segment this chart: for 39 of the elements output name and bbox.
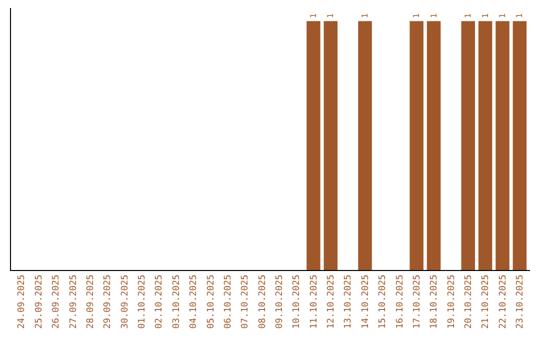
x-tick-label: 29.09.2025 xyxy=(103,274,114,329)
x-tick-label: 15.10.2025 xyxy=(378,274,388,329)
x-tick-label: 13.10.2025 xyxy=(344,274,354,329)
x-tick-label: 28.09.2025 xyxy=(86,274,96,329)
data-label: 1 xyxy=(464,13,473,18)
x-tick-label: 20.10.2025 xyxy=(464,274,474,329)
data-label: 1 xyxy=(360,13,370,18)
x-tick-label: 12.10.2025 xyxy=(326,274,337,329)
x-tick-label: 16.10.2025 xyxy=(395,274,406,329)
x-tick-label: 27.09.2025 xyxy=(68,274,79,329)
x-tick-label: 06.10.2025 xyxy=(223,274,234,329)
data-label: 1 xyxy=(515,13,524,18)
x-tick-label: 30.09.2025 xyxy=(120,274,130,329)
x-tick-label: 07.10.2025 xyxy=(240,274,251,329)
data-label: 1 xyxy=(308,13,318,18)
x-tick-label: 25.09.2025 xyxy=(34,274,44,329)
data-label: 1 xyxy=(326,13,336,18)
x-tick-label: 17.10.2025 xyxy=(412,274,423,329)
data-label: 1 xyxy=(429,13,438,18)
x-tick-label: 05.10.2025 xyxy=(206,274,216,329)
x-tick-label: 09.10.2025 xyxy=(275,274,286,329)
x-tick-label: 04.10.2025 xyxy=(189,274,200,329)
data-label: 1 xyxy=(480,13,490,18)
x-tick-label: 14.10.2025 xyxy=(360,274,371,329)
x-tick-label: 23.10.2025 xyxy=(516,274,526,329)
x-tick-label: 19.10.2025 xyxy=(446,274,457,329)
x-tick-label: 03.10.2025 xyxy=(172,274,182,329)
x-tick-label: 10.10.2025 xyxy=(292,274,302,329)
x-tick-label: 21.10.2025 xyxy=(481,274,492,329)
x-tick-label: 02.10.2025 xyxy=(154,274,165,329)
x-tick-label: 22.10.2025 xyxy=(498,274,508,329)
x-tick-label: 18.10.2025 xyxy=(430,274,440,329)
x-tick-label: 08.10.2025 xyxy=(258,274,268,329)
x-tick-label: 26.09.2025 xyxy=(52,274,62,329)
x-tick-label: 11.10.2025 xyxy=(309,274,320,329)
data-label: 1 xyxy=(412,13,422,18)
x-tick-label: 01.10.2025 xyxy=(138,274,148,329)
x-tick-label: 24.09.2025 xyxy=(17,274,28,329)
data-label: 1 xyxy=(498,13,508,18)
